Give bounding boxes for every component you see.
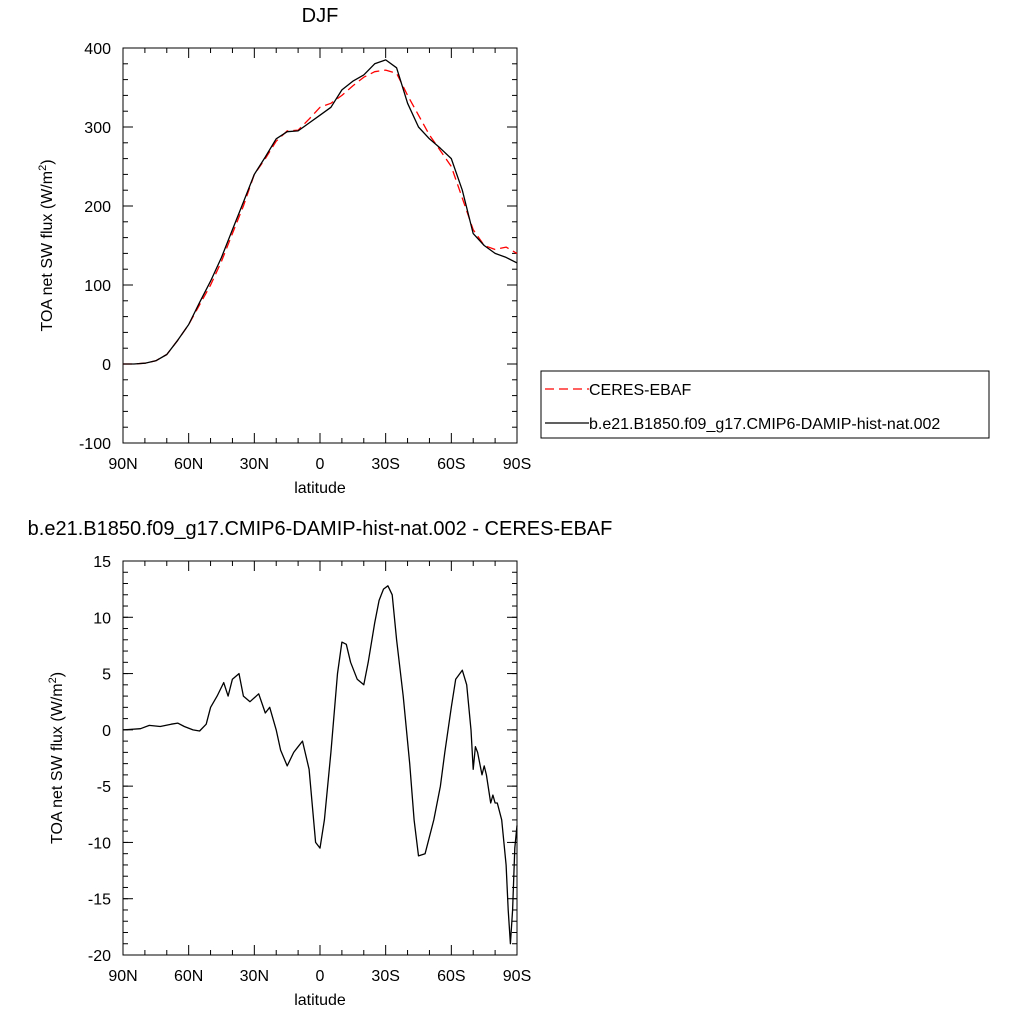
x-tick-label: 30N — [240, 456, 269, 473]
y-tick-label: 300 — [84, 120, 111, 137]
chart-title: DJF — [302, 5, 339, 27]
y-axis-label: TOA net SW flux (W/m2) — [47, 672, 66, 844]
y-tick-label: 200 — [84, 199, 111, 216]
chart-title: b.e21.B1850.f09_g17.CMIP6-DAMIP-hist-nat… — [28, 518, 613, 540]
x-tick-label: 30N — [240, 968, 269, 985]
y-tick-label: 5 — [102, 667, 111, 684]
x-tick-label: 30S — [371, 456, 399, 473]
y-tick-label: -100 — [79, 436, 111, 453]
x-tick-label: 0 — [316, 968, 325, 985]
y-tick-label: 0 — [102, 723, 111, 740]
difference-line-chart: b.e21.B1850.f09_g17.CMIP6-DAMIP-hist-nat… — [28, 518, 613, 1009]
x-tick-label: 60S — [437, 968, 465, 985]
y-axis-label-suffix: ) — [39, 159, 56, 164]
y-tick-label: -10 — [88, 835, 111, 852]
x-tick-label: 60N — [174, 456, 203, 473]
y-tick-label: 15 — [93, 554, 111, 571]
x-axis-label: latitude — [294, 480, 346, 497]
series-line-2 — [123, 59, 518, 365]
y-axis-label-superscript: 2 — [37, 165, 49, 171]
x-tick-label: 90S — [503, 968, 531, 985]
y-axis-label-main: TOA net SW flux (W/m — [39, 171, 56, 332]
y-tick-label: 400 — [84, 41, 111, 58]
y-axis-label-superscript: 2 — [47, 677, 59, 683]
y-axis-label-suffix: ) — [49, 672, 66, 677]
series-line-1 — [122, 585, 518, 945]
y-tick-label: -15 — [88, 892, 111, 909]
legend: CERES-EBAF b.e21.B1850.f09_g17.CMIP6-DAMI… — [540, 370, 990, 439]
x-tick-label: 60N — [174, 968, 203, 985]
x-tick-label: 0 — [316, 456, 325, 473]
x-tick-label: 90N — [108, 968, 137, 985]
x-tick-label: 90N — [108, 456, 137, 473]
y-axis-label: TOA net SW flux (W/m2) — [37, 159, 56, 331]
y-tick-label: 0 — [102, 357, 111, 374]
y-tick-label: 10 — [93, 610, 111, 627]
x-tick-label: 60S — [437, 456, 465, 473]
series-line-1 — [123, 69, 518, 365]
y-axis-label-main: TOA net SW flux (W/m — [49, 683, 66, 844]
legend-label-1: CERES-EBAF — [589, 382, 691, 399]
x-axis-label: latitude — [294, 992, 346, 1009]
y-tick-label: -5 — [97, 779, 111, 796]
legend-label-2: b.e21.B1850.f09_g17.CMIP6-DAMIP-hist-nat… — [589, 416, 940, 433]
x-tick-label: 90S — [503, 456, 531, 473]
legend-box — [540, 370, 990, 439]
y-tick-label: 100 — [84, 278, 111, 295]
flux-line-chart: DJF 90N 60N 30N 0 30S 60S 90S -100 0 100 200 300 400 l… — [37, 5, 531, 497]
plot-frame — [122, 560, 518, 956]
x-tick-label: 30S — [371, 968, 399, 985]
y-tick-label: -20 — [88, 948, 111, 965]
